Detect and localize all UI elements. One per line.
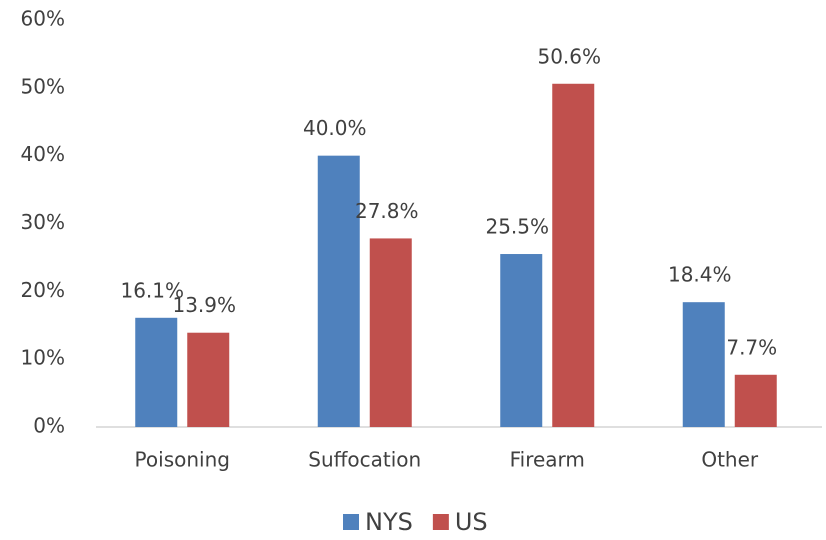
y-tick-label: 50% [21,74,65,98]
y-tick-label: 20% [21,278,65,302]
x-tick-label: Suffocation [308,448,421,472]
data-label: 13.9% [172,293,236,317]
legend-swatch [432,514,449,530]
legend-label: NYS [365,508,413,536]
legend-label: US [455,508,488,536]
y-tick-label: 40% [21,142,65,166]
bar [317,155,360,427]
data-label: 27.8% [355,199,419,223]
data-label: 25.5% [485,215,549,239]
bar [135,317,178,427]
data-label: 50.6% [537,44,601,68]
bar [500,254,543,427]
data-label: 40.0% [303,116,367,140]
y-tick-label: 10% [21,346,65,370]
bar [369,238,412,427]
y-tick-label: 30% [21,210,65,234]
x-tick-label: Poisoning [135,448,230,472]
data-label: 18.4% [668,263,732,287]
bar [187,332,230,427]
data-label: 16.1% [120,278,184,302]
bar [552,83,595,427]
y-tick-label: 0% [33,414,65,438]
bar [682,302,725,427]
bar [734,374,777,427]
y-tick-label: 60% [21,7,65,31]
legend-swatch [343,514,359,530]
x-tick-label: Firearm [510,448,585,472]
x-tick-label: Other [701,448,759,472]
data-label: 7.7% [726,335,777,359]
